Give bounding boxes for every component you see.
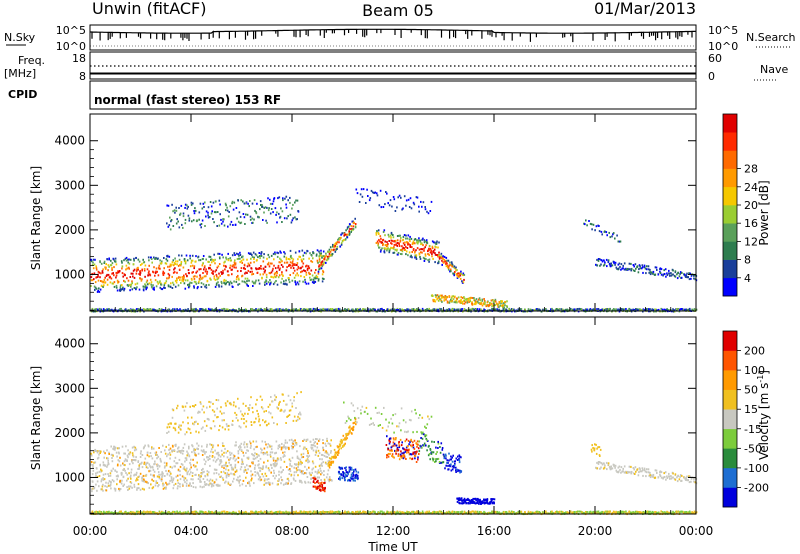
colorbar-swatch: [723, 409, 737, 430]
x-tick-label: 00:00: [73, 524, 108, 538]
colorbar-swatch: [723, 114, 737, 133]
colorbar-tick-label: 28: [744, 163, 758, 176]
colorbar-swatch: [723, 132, 737, 151]
colorbar-swatch: [723, 241, 737, 260]
colorbar-swatch: [723, 150, 737, 169]
cpid-text: normal (fast stereo) 153 RF: [94, 93, 281, 107]
noise-right-tick-bottom: 10^0: [708, 40, 738, 53]
y-tick-label: 2000: [54, 223, 85, 237]
x-tick-label: 04:00: [174, 524, 209, 538]
x-tick-label: 20:00: [578, 524, 613, 538]
velocity-data: [90, 391, 698, 516]
freq-left-tick-bottom: 8: [79, 70, 86, 83]
power-frame: [89, 113, 697, 312]
beam-title: Beam 05: [362, 1, 434, 20]
colorbar-swatch: [723, 186, 737, 206]
noise-left-tick-top: 10^5: [56, 24, 86, 37]
colorbar-tick-label: -200: [744, 481, 769, 494]
colorbar-tick-label: 8: [744, 254, 751, 267]
nave-right-tick-top: 60: [708, 52, 722, 65]
colorbar-tick-label: 4: [744, 272, 751, 285]
colorbar-tick-label: 15: [744, 403, 758, 416]
nsearch-label: N.Search: [746, 31, 796, 44]
colorbar-swatch: [723, 448, 737, 469]
freq-unit-label: [MHz]: [4, 67, 36, 80]
noise-left-tick-bottom: 10^0: [56, 40, 86, 53]
cpid-panel: CPID normal (fast stereo) 153 RF: [8, 80, 697, 110]
power-ylabel: Slant Range [km]: [29, 166, 43, 270]
y-tick-label: 4000: [54, 337, 85, 351]
cpid-label: CPID: [8, 88, 37, 101]
y-tick-label: 2000: [54, 426, 85, 440]
freq-left-tick-top: 18: [72, 52, 86, 65]
freq-label: Freq.: [18, 54, 45, 67]
y-tick-label: 4000: [54, 134, 85, 148]
power-data: [90, 188, 698, 313]
colorbar-tick-label: 24: [744, 181, 758, 194]
colorbar-swatch: [723, 370, 737, 390]
power-colorbar-label: Power [dB]: [757, 180, 771, 245]
power-colorbar: 4 8 12 16 20 24 28: [722, 113, 758, 297]
colorbar-swatch: [723, 277, 737, 297]
noise-right-tick-top: 10^5: [708, 24, 738, 37]
colorbar-tick-label: 100: [744, 364, 765, 377]
x-tick-label: 16:00: [477, 524, 512, 538]
time-axis: 00:00 04:00 08:00 12:00 16:00 20:00 00:00: [73, 114, 714, 538]
velocity-colorbar: 200 100 50 15 -15 -50 -100 -200: [722, 330, 769, 508]
colorbar-tick-label: 16: [744, 217, 758, 230]
power-panel: 1000 2000 3000 4000 Slant Range [km] 4 8 12 16…: [29, 113, 771, 313]
colorbar-tick-label: 50: [744, 384, 758, 397]
colorbar-tick-label: 200: [744, 345, 765, 358]
freq-panel: Freq. [MHz] 18 8 60 0 Nave: [4, 51, 788, 83]
y-tick-label: 3000: [54, 381, 85, 395]
velocity-colorbar-label: Velocity [m s-1]: [756, 370, 771, 460]
colorbar-swatch: [723, 168, 737, 188]
station-title: Unwin (fitACF): [92, 0, 206, 18]
colorbar-swatch: [723, 331, 737, 351]
colorbar-swatch: [723, 350, 737, 371]
y-tick-label: 3000: [54, 178, 85, 192]
colorbar-tick-label: 12: [744, 235, 758, 248]
velocity-ylabel: Slant Range [km]: [29, 366, 43, 470]
colorbar-tick-label: -15: [744, 423, 762, 436]
colorbar-swatch: [723, 389, 737, 410]
date-title: 01/Mar/2013: [594, 0, 696, 18]
nsky-label: N.Sky: [4, 31, 36, 44]
colorbar-swatch: [723, 487, 737, 508]
x-tick-label: 00:00: [679, 524, 714, 538]
colorbar-tick-label: -100: [744, 462, 769, 475]
colorbar-tick-label: 20: [744, 199, 758, 212]
noise-panel: N.Sky 10^5 10^0 10^5 10^0 N.Search: [4, 24, 796, 53]
colorbar-tick-label: -50: [744, 442, 762, 455]
x-tick-label: 12:00: [376, 524, 411, 538]
y-tick-label: 1000: [54, 267, 85, 281]
nave-label: Nave: [760, 63, 788, 76]
y-tick-label: 1000: [54, 470, 85, 484]
colorbar-swatch: [723, 205, 737, 224]
x-axis-label: Time UT: [367, 540, 418, 554]
velocity-panel: 1000 2000 3000 4000 Slant Range [km] 200 100…: [29, 316, 771, 516]
colorbar-swatch: [723, 259, 737, 279]
noise-sky-trace: [90, 28, 697, 43]
colorbar-swatch: [723, 223, 737, 242]
colorbar-swatch: [723, 467, 737, 488]
x-tick-label: 08:00: [275, 524, 310, 538]
nave-right-tick-bottom: 0: [708, 70, 715, 83]
colorbar-swatch: [723, 428, 737, 449]
